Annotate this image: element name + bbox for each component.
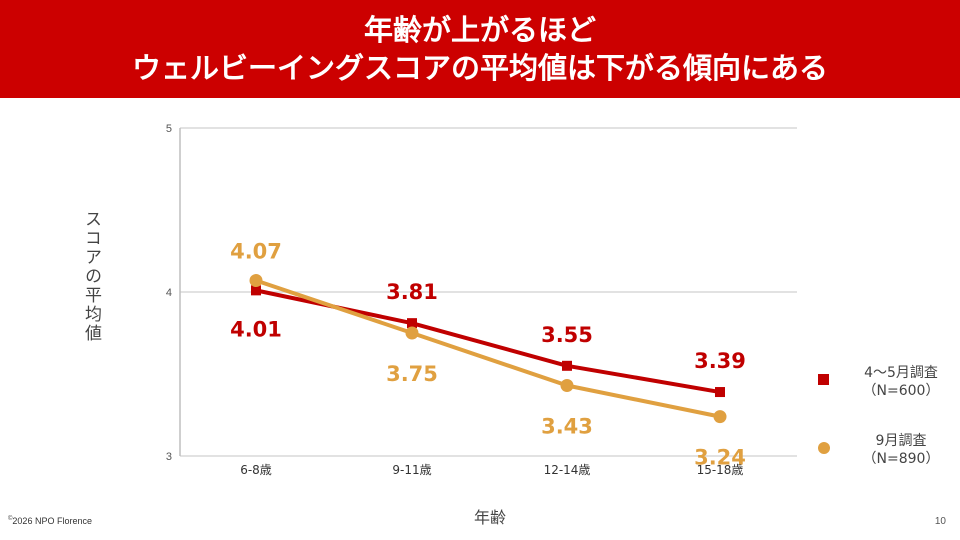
series-2-point — [249, 274, 263, 288]
series-line-2 — [254, 278, 722, 419]
x-axis-label: 年齢 — [473, 508, 506, 527]
title-banner: 年齢が上がるほど ウェルビーイングスコアの平均値は下がる傾向にある — [0, 0, 960, 98]
series-1-data-label: 3.55 — [541, 323, 593, 347]
y-tick-label: 4 — [166, 287, 172, 299]
title-line-2: ウェルビーイングスコアの平均値は下がる傾向にある — [131, 51, 828, 85]
series-2-point — [405, 326, 419, 340]
series-2-data-label: 3.43 — [541, 414, 593, 438]
legend-label-september-name: 9月調査 — [875, 433, 927, 449]
series-1-point — [562, 360, 572, 371]
legend-label-september: 9月調査 （N=890） — [836, 432, 960, 468]
x-tick-label: 15-18歳 — [697, 463, 744, 477]
series-1-point — [407, 318, 417, 329]
series-2-data-label: 3.75 — [386, 362, 438, 386]
x-tick-label: 9-11歳 — [392, 463, 431, 477]
legend-label-spring: 4～5月調査 （N=600） — [836, 364, 960, 400]
series-1-point — [251, 285, 261, 296]
series-1-point — [715, 387, 725, 398]
copyright-text: 2026 NPO Florence — [12, 516, 92, 526]
series-2-point — [713, 410, 727, 424]
legend-circle-marker — [818, 442, 830, 454]
copyright-symbol: © — [8, 516, 13, 522]
page-number: 10 — [934, 516, 946, 527]
series-1-data-label: 4.01 — [230, 317, 282, 341]
series-2-data-label: 3.24 — [694, 446, 746, 470]
series-2-data-label: 4.07 — [230, 240, 282, 264]
title-line-1: 年齢が上がるほど — [363, 13, 596, 47]
x-tick-label: 6-8歳 — [240, 463, 272, 477]
copyright: ©2026 NPO Florence — [8, 516, 92, 526]
y-tick-label: 5 — [166, 123, 172, 135]
x-tick-label: 12-14歳 — [544, 463, 591, 477]
legend-label-spring-name: 4～5月調査 — [864, 365, 938, 381]
y-tick-label: 3 — [166, 451, 172, 463]
line-chart: 3 4 5 6-8歳 9-11歳 12-14歳 15-18歳 4.01 3.81 3.55 3.39… — [166, 123, 797, 477]
series-1-data-label: 3.39 — [694, 349, 746, 373]
legend-label-spring-n: （N=600） — [862, 383, 940, 399]
y-axis-label: スコアの平均値 — [81, 210, 101, 343]
legend-square-marker — [818, 374, 829, 385]
legend-label-september-n: （N=890） — [862, 451, 940, 467]
series-2-point — [560, 378, 574, 392]
series-1-data-label: 3.81 — [386, 280, 438, 304]
